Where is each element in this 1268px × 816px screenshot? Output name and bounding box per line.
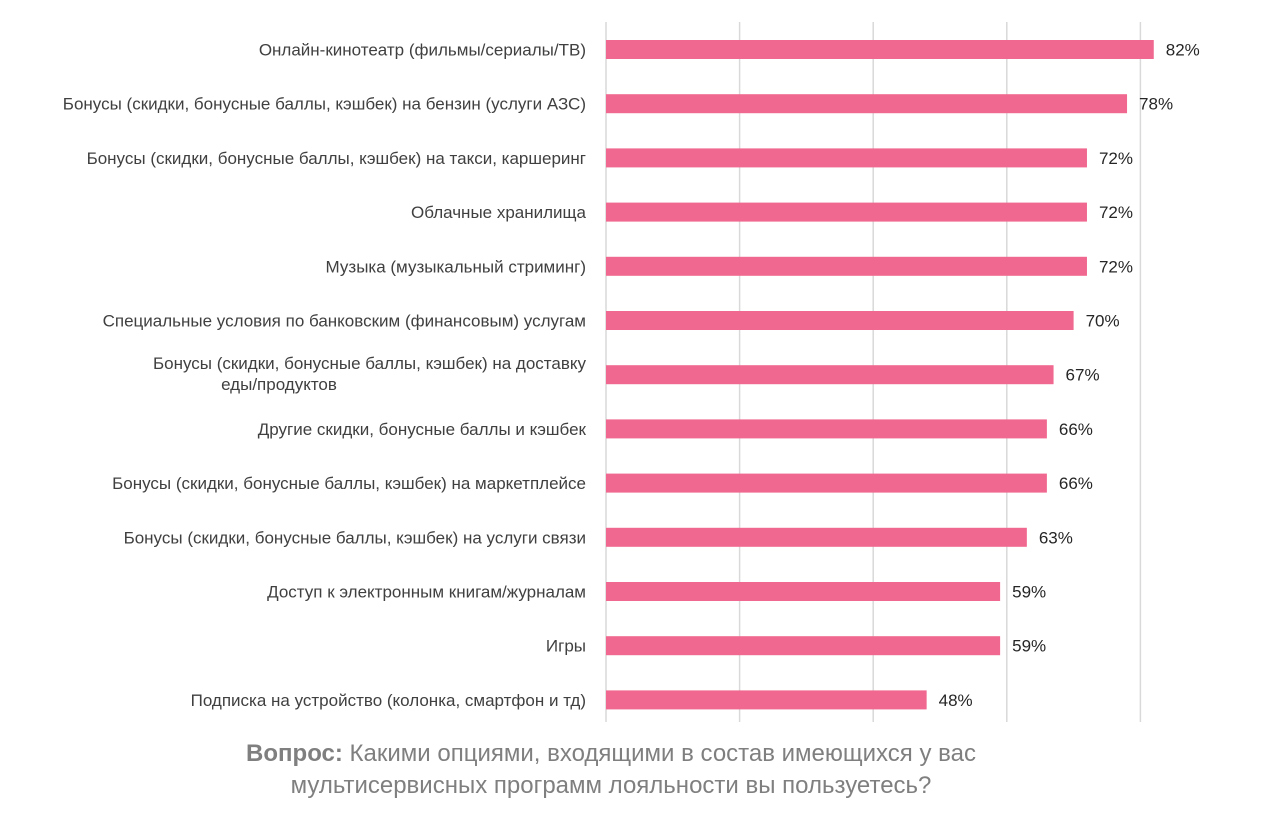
value-labels: 82% 78% 72% 72% 72% 70% 67% 66% 66% 63% 59% 59% 48% (939, 41, 1200, 710)
category-label: Бонусы (скидки, бонусные баллы, кэшбек) … (112, 474, 586, 493)
category-label: Подписка на устройство (колонка, смартфо… (191, 691, 586, 710)
caption-line2: мультисервисных программ лояльности вы п… (290, 772, 932, 799)
category-label: Игры (546, 637, 586, 656)
bar (606, 256, 1087, 276)
category-label: Бонусы (скидки, бонусные баллы, кэшбек) … (87, 149, 586, 168)
bar (606, 94, 1128, 114)
data-label: 82% (1166, 41, 1200, 60)
category-label: Специальные условия по банковским (финан… (103, 312, 586, 331)
category-labels: Онлайн-кинотеатр (фильмы/сериалы/ТВ) Бону… (63, 41, 587, 710)
data-label: 67% (1066, 366, 1100, 385)
category-label-line: Бонусы (скидки, бонусные баллы, кэшбек) … (153, 354, 587, 373)
bar (606, 419, 1047, 439)
category-label-line: Подписка на устройство (колонка, смартфо… (191, 691, 586, 710)
data-label: 78% (1139, 95, 1173, 114)
category-label: Бонусы (скидки, бонусные баллы, кэшбек) … (124, 528, 586, 547)
data-label: 59% (1012, 583, 1046, 602)
data-label: 48% (939, 691, 973, 710)
category-label-line: еды/продуктов (221, 375, 337, 394)
data-label: 70% (1086, 312, 1120, 331)
bars-group (606, 40, 1154, 710)
category-label: Облачные хранилища (411, 203, 587, 222)
bar-chart: Онлайн-кинотеатр (фильмы/сериалы/ТВ) Бону… (63, 22, 1200, 722)
data-label: 72% (1099, 257, 1133, 276)
bar (606, 365, 1054, 385)
category-label-line: Специальные условия по банковским (финан… (103, 312, 586, 331)
bar (606, 148, 1087, 168)
bar (606, 473, 1047, 493)
category-label: Бонусы (скидки, бонусные баллы, кэшбек) … (63, 95, 586, 114)
category-label: Доступ к электронным книгам/журналам (267, 583, 586, 602)
category-label-line: Бонусы (скидки, бонусные баллы, кэшбек) … (63, 95, 586, 114)
bar (606, 582, 1001, 601)
category-label-line: Музыка (музыкальный стриминг) (326, 257, 586, 276)
category-label: Музыка (музыкальный стриминг) (326, 257, 586, 276)
data-label: 59% (1012, 637, 1046, 656)
category-label: Онлайн-кинотеатр (фильмы/сериалы/ТВ) (259, 41, 586, 60)
bar (606, 202, 1087, 222)
data-label: 63% (1039, 528, 1073, 547)
bar (606, 40, 1154, 59)
data-label: 66% (1059, 420, 1093, 439)
bar (606, 636, 1001, 656)
data-label: 72% (1099, 149, 1133, 168)
data-label: 72% (1099, 203, 1133, 222)
bar (606, 311, 1074, 330)
category-label: Другие скидки, бонусные баллы и кэшбек (258, 420, 587, 439)
bar (606, 527, 1027, 547)
caption-line1: Какими опциями, входящими в состав имеющ… (342, 740, 976, 767)
category-label: Бонусы (скидки, бонусные баллы, кэшбек) … (153, 354, 587, 394)
category-label-line: Бонусы (скидки, бонусные баллы, кэшбек) … (112, 474, 586, 493)
category-label-line: Игры (546, 637, 586, 656)
category-label-line: Онлайн-кинотеатр (фильмы/сериалы/ТВ) (259, 41, 586, 60)
chart-caption: Вопрос: Какими опциями, входящими в сост… (0, 738, 1222, 802)
bar (606, 690, 927, 710)
category-label-line: Бонусы (скидки, бонусные баллы, кэшбек) … (124, 528, 586, 547)
caption-bold: Вопрос: (246, 740, 343, 767)
category-label-line: Другие скидки, бонусные баллы и кэшбек (258, 420, 587, 439)
category-label-line: Доступ к электронным книгам/журналам (267, 583, 586, 602)
data-label: 66% (1059, 474, 1093, 493)
category-label-line: Бонусы (скидки, бонусные баллы, кэшбек) … (87, 149, 586, 168)
category-label-line: Облачные хранилища (411, 203, 587, 222)
